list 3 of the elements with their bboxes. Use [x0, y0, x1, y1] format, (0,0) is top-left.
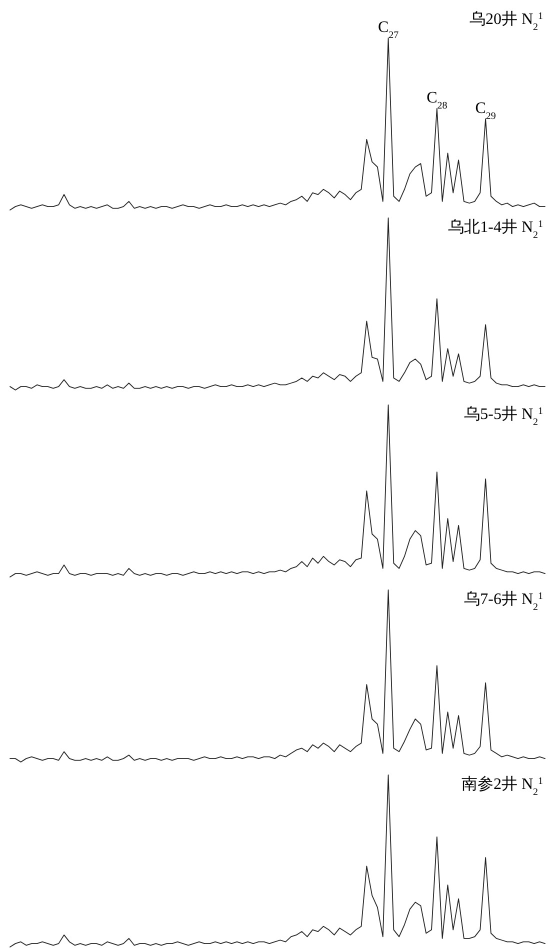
annotation: C$_{29}$ — [475, 100, 496, 122]
annotation: C$_{28}$ — [426, 90, 448, 112]
annotation: C$_{27}$ — [378, 19, 399, 40]
